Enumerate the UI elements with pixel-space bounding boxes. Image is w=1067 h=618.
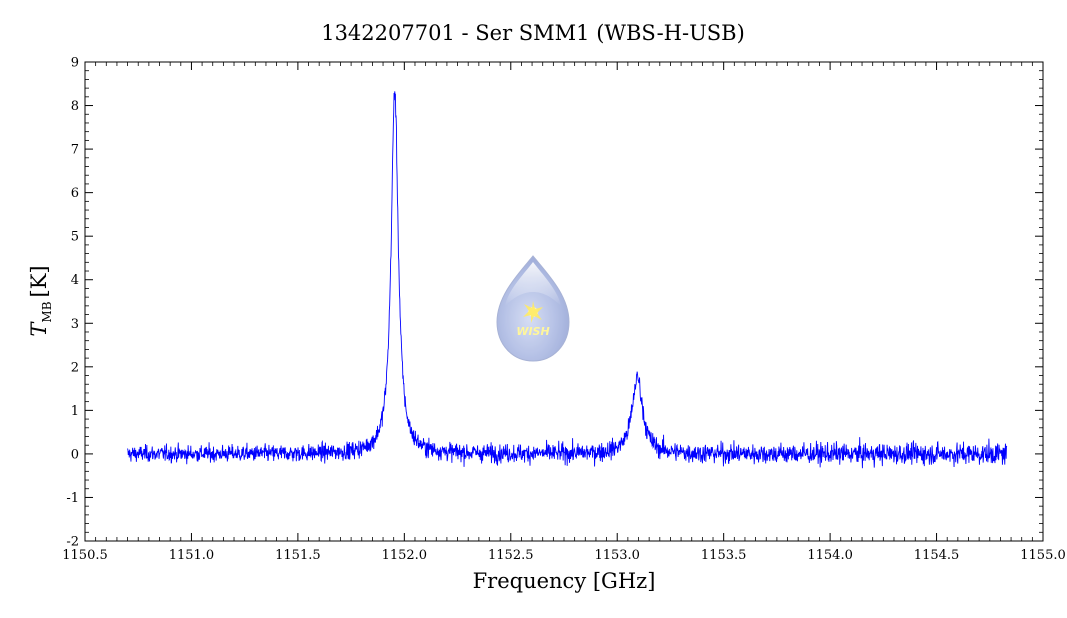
chart-title: 1342207701 - Ser SMM1 (WBS-H-USB)	[321, 21, 745, 45]
x-tick-label: 1150.5	[62, 548, 108, 563]
y-tick-label: 5	[71, 230, 79, 245]
x-tick-label: 1153.5	[701, 548, 747, 563]
x-tick-label: 1154.5	[914, 548, 960, 563]
x-axis-label: Frequency [GHz]	[473, 569, 656, 593]
x-axis: 1150.5 1151.0 1151.5 1152.0 1152.5 1153.0 1153…	[62, 62, 1066, 563]
data-layer	[127, 91, 1008, 469]
x-tick-label: 1151.5	[275, 548, 321, 563]
y-tick-label: -2	[66, 535, 79, 550]
y-tick-label: -1	[66, 491, 79, 506]
x-tick-label: 1153.0	[594, 548, 640, 563]
y-tick-label: 1	[71, 404, 79, 419]
x-tick-label: 1152.0	[382, 548, 428, 563]
y-tick-label: 9	[71, 56, 79, 71]
x-tick-label: 1152.5	[488, 548, 534, 563]
wish-logo-watermark: WISH	[496, 255, 570, 362]
y-tick-label: 6	[71, 186, 79, 201]
watermark-text: WISH	[516, 325, 549, 338]
x-tick-label: 1151.0	[169, 548, 215, 563]
y-axis-label: TMB [K]	[27, 265, 54, 336]
y-axis-label-unit: [K]	[27, 265, 51, 297]
y-tick-label: 0	[71, 447, 79, 462]
y-tick-label: 2	[71, 360, 79, 375]
y-axis: -2 -1 0 1 2 3 4 5 6 7 8 9	[66, 56, 1043, 550]
spectrum-series-line	[127, 91, 1008, 469]
x-tick-label: 1155.0	[1020, 548, 1066, 563]
star-icon	[523, 301, 543, 323]
y-tick-label: 8	[71, 99, 79, 114]
svg-text:TMB[K]: TMB [K]	[27, 265, 54, 336]
y-tick-label: 7	[71, 143, 79, 158]
y-tick-label: 3	[71, 317, 79, 332]
drop-shine	[505, 262, 561, 306]
x-tick-label: 1154.0	[807, 548, 853, 563]
y-axis-label-sub: MB	[40, 301, 54, 322]
y-axis-label-main: T	[27, 321, 51, 337]
y-tick-label: 4	[71, 273, 79, 288]
